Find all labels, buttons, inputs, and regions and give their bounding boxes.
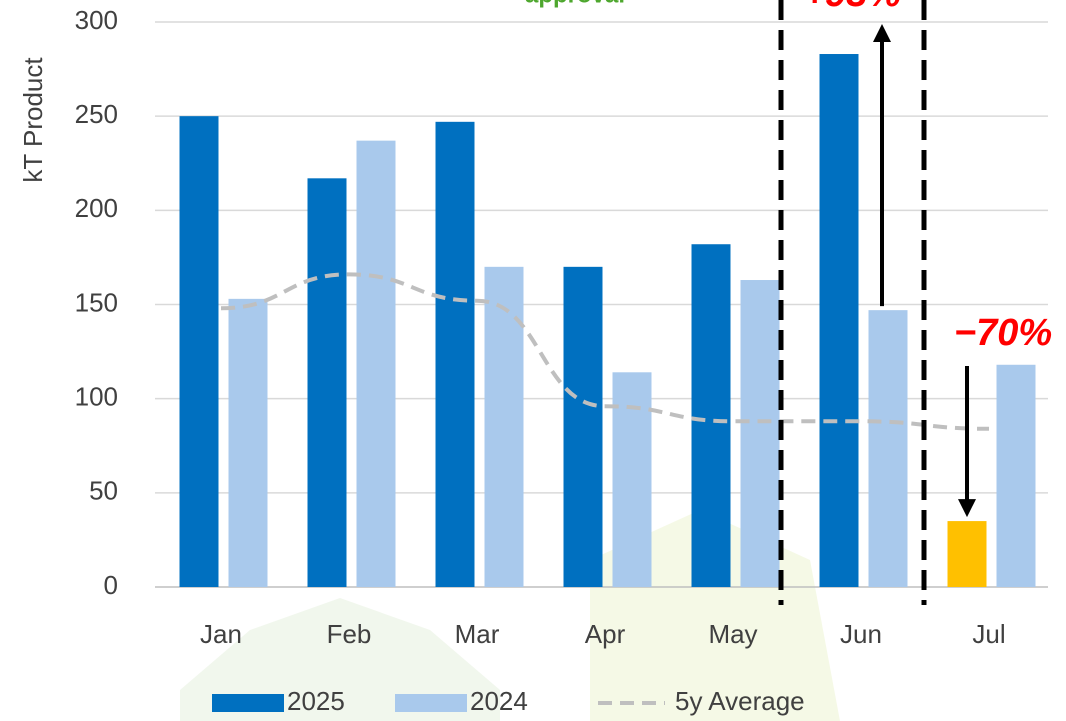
y-tick-label: 0 <box>104 570 118 600</box>
background-shape <box>180 598 500 721</box>
y-tick-label: 100 <box>75 382 118 412</box>
bar <box>691 244 731 587</box>
x-tick-label: May <box>708 619 757 649</box>
annotation: +93% <box>803 0 901 15</box>
arrow-head <box>873 24 891 42</box>
bar <box>819 54 859 588</box>
legend-label: 2024 <box>470 686 528 716</box>
legend-label: 2025 <box>287 686 345 716</box>
y-tick-label: 150 <box>75 287 118 317</box>
bar <box>356 140 396 587</box>
bar <box>307 178 347 588</box>
bar <box>868 310 908 587</box>
bar <box>179 116 219 588</box>
y-axis-label: kT Product <box>18 57 48 183</box>
bar <box>740 280 780 587</box>
arrow-head <box>958 499 976 518</box>
bar <box>228 298 268 587</box>
legend-swatch <box>395 694 467 712</box>
annotation: −70% <box>954 312 1052 354</box>
average-line <box>220 272 990 431</box>
y-tick-label: 200 <box>75 193 118 223</box>
x-tick-label: Jun <box>840 619 882 649</box>
x-tick-label: Jan <box>200 619 242 649</box>
legend-label: 5y Average <box>675 686 805 716</box>
x-tick-label: Apr <box>585 619 626 649</box>
y-tick-label: 50 <box>89 476 118 506</box>
legend-swatch <box>212 694 284 712</box>
y-tick-label: 250 <box>75 99 118 129</box>
bar <box>484 266 524 587</box>
x-tick-label: Jul <box>972 619 1005 649</box>
bar <box>996 364 1036 587</box>
x-tick-label: Mar <box>455 619 500 649</box>
bar <box>947 521 987 587</box>
annotation: approval <box>525 0 625 8</box>
bar <box>563 266 603 587</box>
y-tick-label: 300 <box>75 5 118 35</box>
bar <box>435 121 475 588</box>
x-tick-label: Feb <box>327 619 372 649</box>
